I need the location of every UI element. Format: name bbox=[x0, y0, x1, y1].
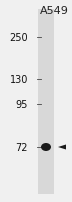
Text: 130: 130 bbox=[10, 75, 28, 85]
Ellipse shape bbox=[41, 143, 51, 151]
Text: 250: 250 bbox=[9, 33, 28, 43]
Bar bbox=[38, 10, 54, 194]
Polygon shape bbox=[58, 145, 66, 150]
Text: 72: 72 bbox=[15, 142, 28, 152]
Text: A549: A549 bbox=[40, 6, 68, 16]
Text: 95: 95 bbox=[16, 100, 28, 109]
